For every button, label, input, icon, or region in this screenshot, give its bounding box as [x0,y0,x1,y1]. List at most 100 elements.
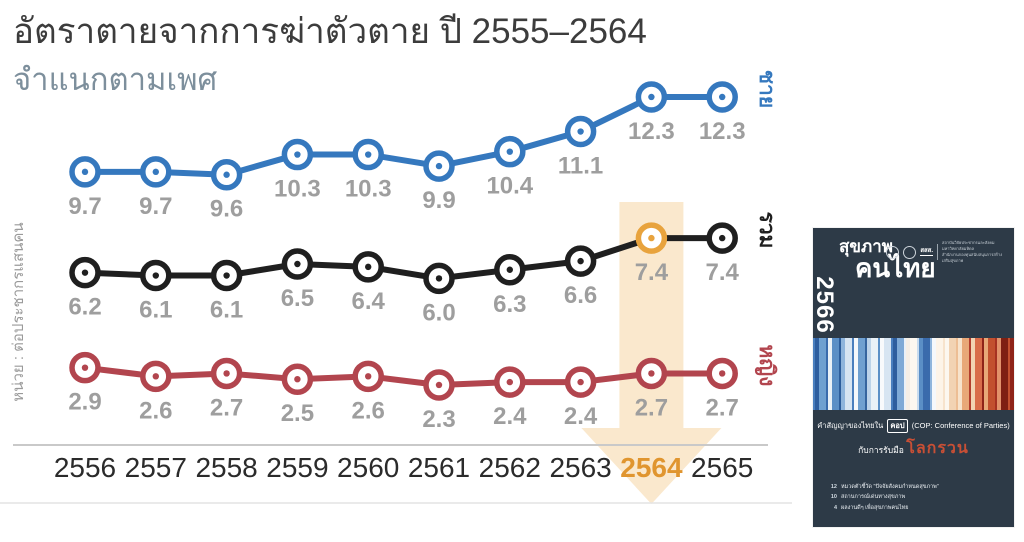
warming-stripe [813,338,816,410]
bullet-number: 12 [830,484,837,490]
warming-stripes [813,338,1015,410]
bullet-item: 10 สถานการณ์เด่นทางสุขภาพ [827,492,939,502]
x-tick-label: 2556 [54,452,116,483]
data-point-center-dot [152,373,159,380]
data-point-center-dot [506,148,513,155]
bullet-text: หมวดตัวชี้วัด "ปัจจัยสังคมกำหนดสุขภาพ" [841,484,939,490]
warming-stripe [828,338,833,410]
bullet-number: 10 [830,494,837,501]
series-label-ชาย: ชาย [755,70,778,108]
value-label: 9.6 [210,196,243,223]
x-tick-label: 2559 [266,452,328,483]
data-point-center-dot [435,275,443,282]
series-line-หญิง [82,364,726,388]
data-point-center-dot [719,234,726,242]
warming-stripe [815,338,820,410]
warming-stripe [983,338,989,410]
book-cover-title-line1: สุขภาพ [839,237,893,256]
value-label: 11.1 [558,153,603,180]
data-point-center-dot [648,234,655,242]
book-cover-header: 2566 สุขภาพ คนไทย สสส. สถาบันวิจัยประชาก… [813,228,1014,338]
x-tick-label: 2565 [691,452,753,483]
climate-prefix: กับการรับมือ [858,445,904,455]
sasa-logo: สสส. [920,248,933,256]
data-point-center-dot [577,257,584,265]
value-label: 2.7 [706,394,739,421]
book-cover: 2566 สุขภาพ คนไทย สสส. สถาบันวิจัยประชาก… [813,228,1015,527]
data-point-center-dot [294,376,301,383]
org-name-line2: สำนักงานกองทุนสนับสนุนการสร้างเสริมสุขภา… [942,252,1003,263]
value-label: 7.4 [635,259,669,286]
book-cover-title: สุขภาพ คนไทย [839,238,936,281]
x-tick-label: 2561 [408,452,470,483]
climate-highlight-text: โลกรวน [906,438,969,457]
warming-stripe [923,338,930,410]
data-point-center-dot [223,370,230,377]
warming-stripe [994,338,997,410]
series-line-ชาย [82,93,726,178]
value-label: 2.7 [635,394,668,421]
data-point-center-dot [81,269,89,276]
value-label: 6.1 [210,297,243,324]
value-label: 6.5 [281,285,314,312]
warming-stripe [910,338,917,410]
warming-stripe [929,338,932,410]
warming-stripe [936,338,943,410]
warming-stripe [819,338,826,410]
value-label: 10.3 [345,176,392,203]
data-point-center-dot [435,381,443,389]
warming-stripe [981,338,984,410]
value-label: 2.9 [68,389,101,416]
value-label: 2.6 [352,397,385,424]
warming-stripe [949,338,956,410]
x-tick-label: 2562 [479,452,541,483]
data-point-center-dot [719,370,726,377]
warming-stripe [897,338,904,410]
warming-stripe [942,338,945,410]
value-label: 2.3 [422,406,455,433]
data-point-center-dot [577,128,584,135]
x-tick-label: 2563 [549,452,611,483]
org-name-text: สถาบันวิจัยประชากรและสังคม มหาวิทยาลัยมห… [942,240,1008,264]
data-point-center-dot [223,272,230,279]
highlight-arrow-icon [581,428,722,504]
cop-prefix: คำสัญญาของไทยใน [817,421,884,430]
value-label: 6.3 [493,291,526,318]
warming-stripe [864,338,868,410]
bullet-list: 12 หมวดตัวชี้วัด "ปัจจัยสังคมกำหนดสุขภาพ… [827,482,939,513]
data-point-center-dot [223,171,230,178]
warming-stripe [944,338,950,410]
warming-stripe [996,338,1002,410]
value-label: 2.7 [210,394,243,421]
value-label: 6.0 [422,299,455,326]
value-label: 6.6 [564,282,597,309]
data-point-center-dot [81,364,89,371]
warming-stripe [825,338,829,410]
bullet-text: ผลงานดีๆ เพื่อสุขภาพคนไทย [841,504,909,511]
value-label: 6.2 [68,294,101,321]
warming-stripe [916,338,919,410]
warming-stripe [877,338,880,410]
warming-stripe [851,338,855,410]
cop-badge: คอป [887,419,908,433]
warming-stripe [841,338,846,410]
book-cover-footer: คำสัญญาของไทยใน คอป (COP: Conference of … [813,410,1014,527]
value-label: 7.4 [706,259,740,286]
cop-text-line: คำสัญญาของไทยใน คอป (COP: Conference of … [813,410,1014,433]
data-point-center-dot [506,378,513,386]
warming-stripe [892,338,898,410]
book-cover-title-line2: คนไทย [855,253,936,283]
series-label-หญิง: หญิง [754,344,778,386]
warming-stripe [1007,338,1010,410]
x-tick-label: 2560 [337,452,399,483]
book-cover-year: 2566 [813,276,838,334]
warming-stripe [970,338,976,410]
value-label: 12.3 [628,118,675,145]
data-point-center-dot [152,272,159,279]
value-label: 2.4 [564,403,598,430]
warming-stripe [867,338,872,410]
value-label: 9.7 [68,193,101,220]
data-point-center-dot [577,378,584,386]
data-point-center-dot [506,266,513,273]
